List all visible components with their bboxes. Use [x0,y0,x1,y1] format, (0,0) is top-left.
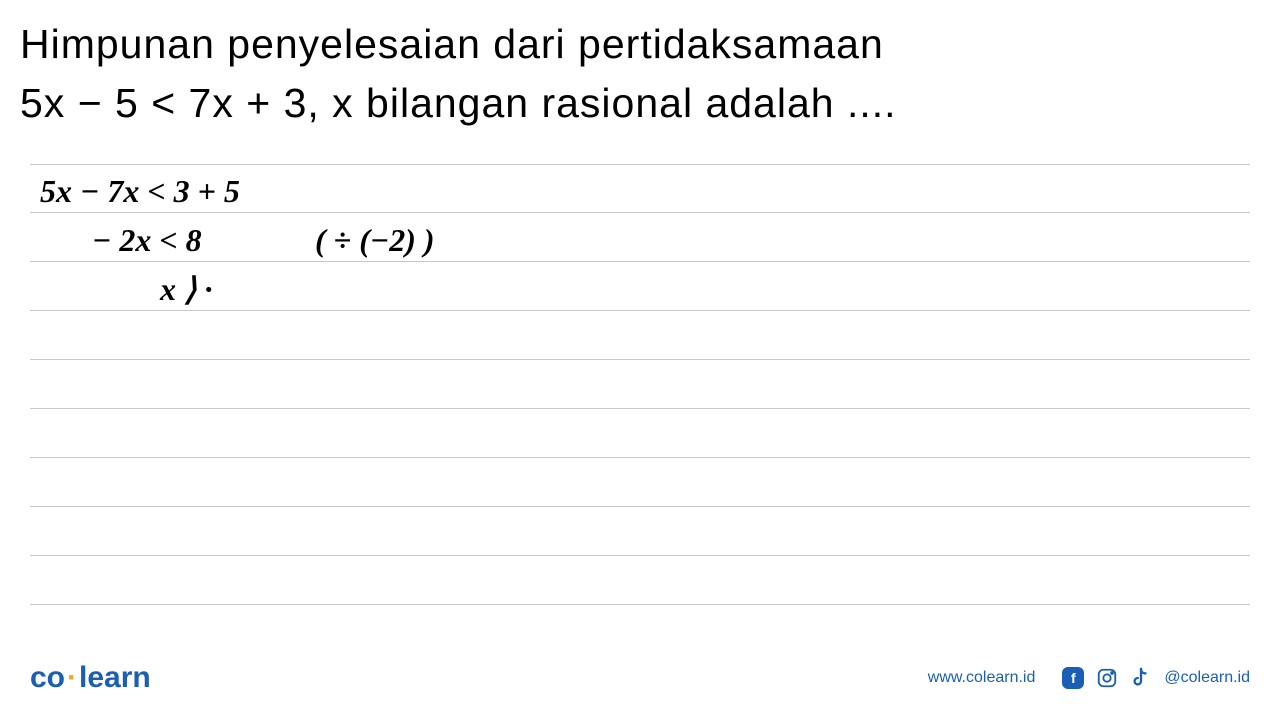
logo-part-1: co [30,661,65,694]
logo: co·learn [30,661,151,695]
question-line-2: 5x − 5 < 7x + 3, x bilangan rasional ada… [20,74,1260,133]
instagram-icon [1096,667,1118,689]
facebook-icon: f [1062,667,1084,689]
handwritten-step-2a: − 2x < 8 [92,222,202,259]
tiktok-icon [1130,667,1152,689]
work-line [30,507,1250,556]
work-line [30,360,1250,409]
question-area: Himpunan penyelesaian dari pertidaksamaa… [0,0,1280,144]
footer-right: www.colearn.id f @colearn.id [928,667,1250,689]
logo-dot: · [67,661,77,694]
work-line [30,458,1250,507]
work-line [30,311,1250,360]
logo-part-2: learn [79,661,151,694]
handwritten-step-2b: ( ÷ (−2) ) [315,222,435,259]
handwritten-step-3: x ⟩ · [160,270,212,308]
website-url: www.colearn.id [928,669,1036,687]
work-line: x ⟩ · [30,262,1250,311]
work-line [30,556,1250,605]
work-line [30,409,1250,458]
work-area: 5x − 7x < 3 + 5 − 2x < 8 ( ÷ (−2) ) x ⟩ … [0,144,1280,605]
footer: co·learn www.colearn.id f @colearn.id [0,661,1280,695]
question-line-1: Himpunan penyelesaian dari pertidaksamaa… [20,15,1260,74]
handwritten-step-1: 5x − 7x < 3 + 5 [40,173,240,210]
work-line: − 2x < 8 ( ÷ (−2) ) [30,213,1250,262]
work-line: 5x − 7x < 3 + 5 [30,164,1250,213]
social-handle: @colearn.id [1164,669,1250,687]
